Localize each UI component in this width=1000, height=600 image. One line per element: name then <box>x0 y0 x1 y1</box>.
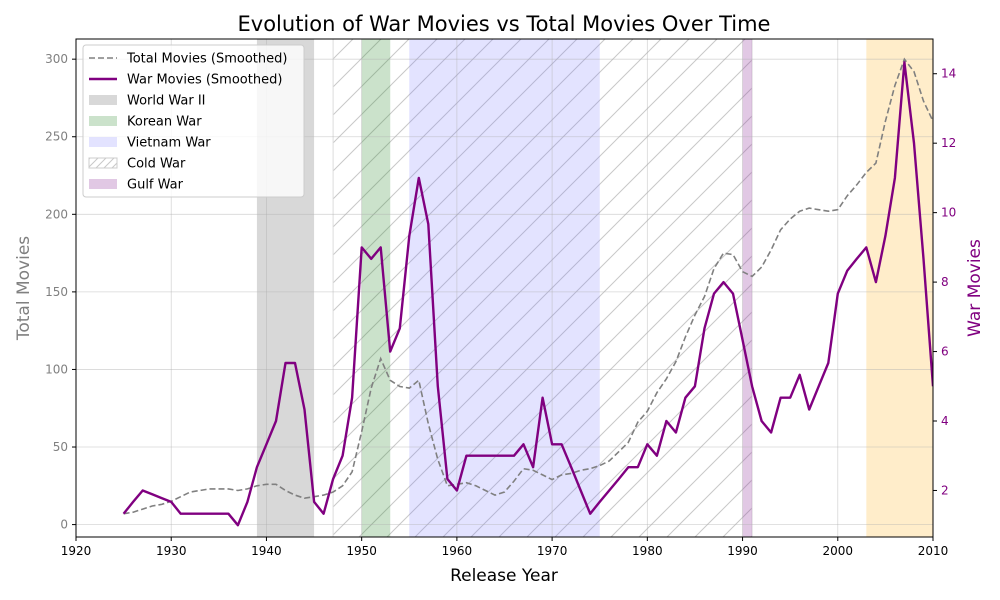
series-lines <box>122 57 933 527</box>
left-tick-label: 300 <box>45 52 68 66</box>
period-bands <box>256 39 933 537</box>
x-axis-ticks: 1920 1930 1940 1950 1960 1970 1980 1990 2000 2010 <box>61 537 949 558</box>
right-tick-label: 8 <box>941 275 949 289</box>
legend-swatch <box>88 157 118 169</box>
x-tick-label: 1930 <box>156 544 187 558</box>
x-tick-label: 1950 <box>346 544 377 558</box>
right-tick-label: 4 <box>941 414 949 428</box>
right-tick-label: 10 <box>941 206 956 220</box>
legend-entry-cold-war: Cold War <box>88 157 186 172</box>
legend-label: War Movies (Smoothed) <box>127 73 282 88</box>
series-line-total-movies <box>123 57 933 515</box>
right-tick-label: 2 <box>941 483 949 497</box>
x-axis-label: Release Year <box>450 566 558 586</box>
legend-entry-total-movies-smoothed: Total Movies (Smoothed) <box>89 52 287 67</box>
x-tick-label: 2010 <box>918 544 949 558</box>
legend-label: Gulf War <box>127 178 184 193</box>
x-tick-label: 1920 <box>61 544 92 558</box>
x-tick-label: 1980 <box>632 544 663 558</box>
right-axis-label: War Movies <box>965 239 985 337</box>
plot-frame <box>75 38 934 538</box>
legend-swatch <box>89 137 117 147</box>
legend: Total Movies (Smoothed) War Movies (Smoot… <box>82 44 305 198</box>
legend-label: Total Movies (Smoothed) <box>126 52 287 67</box>
legend-entry-war-movies-smoothed: War Movies (Smoothed) <box>89 73 282 88</box>
left-axis-ticks: 0 50 100 150 200 250 300 <box>45 52 76 532</box>
x-tick-label: 1960 <box>442 544 473 558</box>
left-tick-label: 150 <box>45 285 68 299</box>
right-tick-label: 6 <box>941 345 949 359</box>
x-tick-label: 1990 <box>727 544 758 558</box>
chart-title: Evolution of War Movies vs Total Movies … <box>238 12 771 36</box>
left-tick-label: 200 <box>45 207 68 221</box>
left-tick-label: 0 <box>60 518 68 532</box>
legend-label: Korean War <box>127 115 202 130</box>
period-band-vietnam-war <box>409 39 600 537</box>
series-line-war-movies <box>122 61 933 527</box>
legend-label: Cold War <box>127 157 186 172</box>
legend-box <box>82 44 305 198</box>
left-tick-label: 50 <box>53 440 68 454</box>
legend-swatch <box>89 116 117 126</box>
period-band-gulf-war <box>742 39 753 537</box>
legend-entry-korean-war: Korean War <box>89 115 202 130</box>
period-band-korean-war <box>361 39 391 537</box>
left-tick-label: 100 <box>45 362 68 376</box>
legend-swatch <box>89 95 117 105</box>
right-tick-label: 14 <box>941 67 956 81</box>
x-tick-label: 1970 <box>537 544 568 558</box>
legend-swatch <box>89 179 117 189</box>
left-axis-label: Total Movies <box>14 236 34 341</box>
legend-label: World War II <box>127 94 206 109</box>
right-tick-label: 12 <box>941 136 956 150</box>
left-tick-label: 250 <box>45 130 68 144</box>
right-axis-ticks: 2 4 6 8 10 12 14 <box>933 67 956 497</box>
legend-entry-world-war-ii: World War II <box>89 94 206 109</box>
legend-entry-vietnam-war: Vietnam War <box>89 136 211 151</box>
x-tick-label: 2000 <box>823 544 854 558</box>
legend-entry-gulf-war: Gulf War <box>89 178 184 193</box>
legend-label: Vietnam War <box>127 136 211 151</box>
x-tick-label: 1940 <box>251 544 282 558</box>
